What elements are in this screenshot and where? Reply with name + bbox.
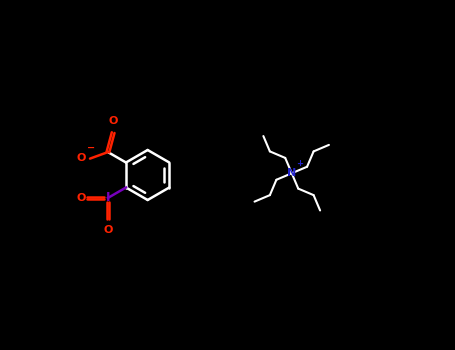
Text: N: N [287, 168, 296, 178]
Text: O: O [103, 225, 113, 235]
Text: −: − [87, 142, 96, 152]
Text: O: O [76, 193, 86, 203]
Text: O: O [108, 117, 118, 126]
Text: O: O [77, 153, 86, 162]
Text: I: I [106, 191, 110, 204]
Text: +: + [296, 159, 303, 168]
